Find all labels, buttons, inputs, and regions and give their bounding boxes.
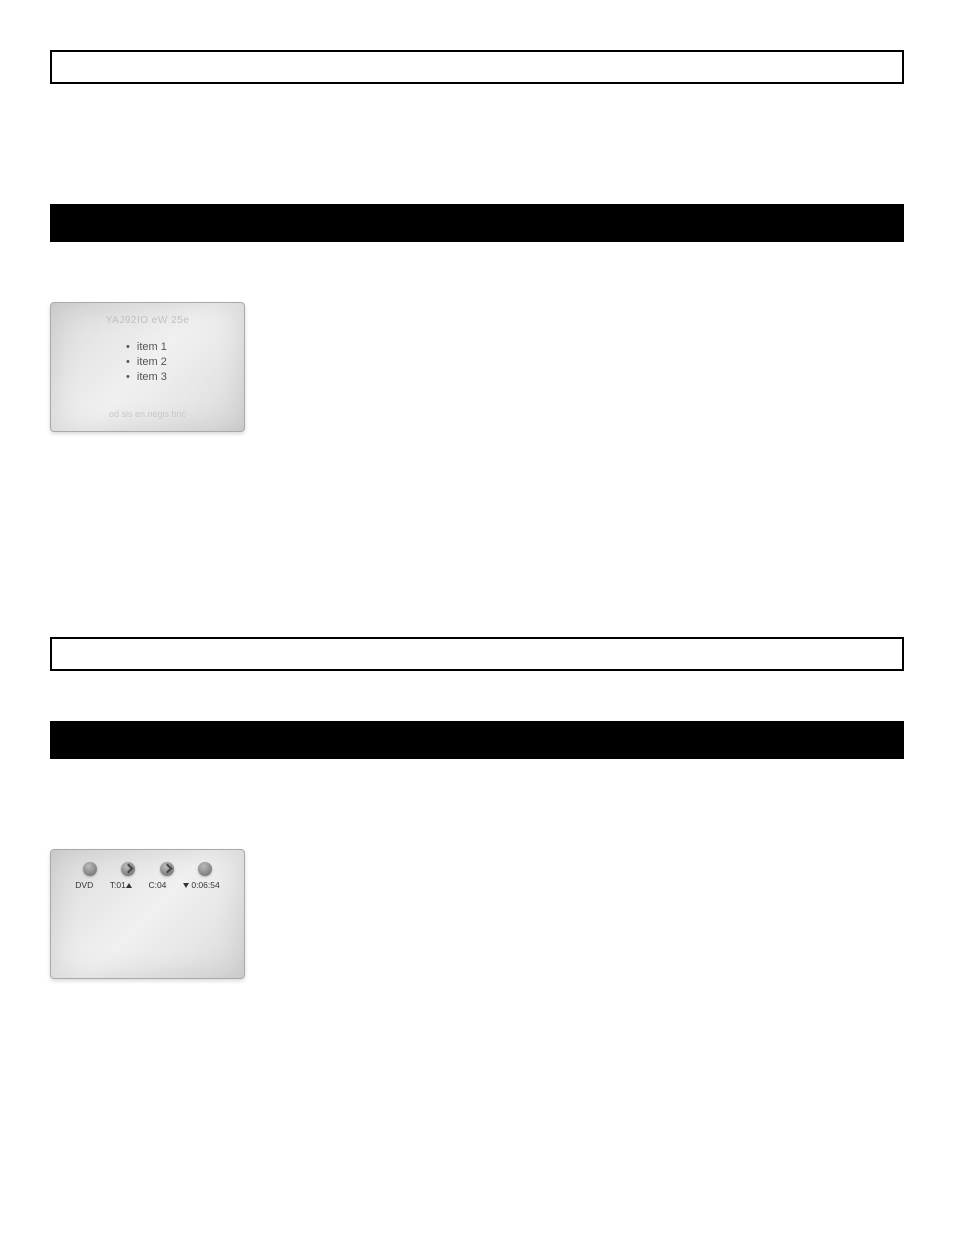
menu-item-1-label: item 1 [137,341,167,353]
spacer [50,94,904,194]
status-labels-row: DVD T:01 C:04 0:06:54 [61,880,234,890]
spacer [50,257,904,287]
spacer [50,447,904,627]
arrow-down-icon [183,883,189,888]
menu-item-2-label: item 2 [137,356,167,368]
spacer [50,681,904,711]
menu-item-1: • item 1 [126,341,234,353]
status-disc-label: DVD [75,880,93,890]
status-icons-row [61,860,234,880]
menu-item-3-label: item 3 [137,371,167,383]
bullet-icon: • [126,356,130,368]
menu-screen-thumbnail: YAJ92IO eW 25e • item 1 • item 2 • item … [50,302,245,432]
menu-item-3: • item 3 [126,371,234,383]
arrow-up-icon [126,883,132,888]
status-icon-1 [83,862,97,876]
ghost-text-bottom: od sis en.negis bnc [109,409,186,419]
status-icon-4 [198,862,212,876]
status-screen-thumbnail: DVD T:01 C:04 0:06:54 [50,849,245,979]
menu-item-2: • item 2 [126,356,234,368]
status-time-label: 0:06:54 [183,880,220,890]
menu-screenshot-row: YAJ92IO eW 25e • item 1 • item 2 • item … [50,302,904,432]
status-icon-3 [160,862,174,876]
ghost-text-top: YAJ92IO eW 25e [106,315,190,326]
status-title-label: T:01 [110,880,132,890]
info-box-1 [50,50,904,84]
bullet-icon: • [126,371,130,383]
spacer [50,774,904,834]
status-chapter-label: C:04 [148,880,166,890]
info-box-2 [50,637,904,671]
section-heading-1 [50,204,904,242]
bullet-icon: • [126,341,130,353]
section-heading-2 [50,721,904,759]
status-screenshot-row: DVD T:01 C:04 0:06:54 [50,849,904,979]
status-icon-2 [121,862,135,876]
